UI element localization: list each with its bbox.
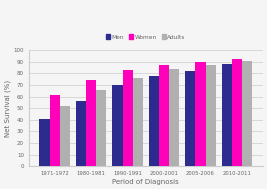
- Bar: [40, 119, 50, 166]
- Legend: Men, Women, Adults: Men, Women, Adults: [104, 32, 188, 42]
- Bar: [242, 60, 252, 166]
- Y-axis label: Net Survival (%): Net Survival (%): [4, 80, 11, 137]
- Bar: [222, 64, 232, 166]
- Bar: [159, 65, 169, 166]
- Bar: [169, 69, 179, 166]
- Bar: [206, 65, 216, 166]
- Bar: [149, 76, 159, 166]
- X-axis label: Period of Diagnosis: Period of Diagnosis: [112, 179, 179, 185]
- Bar: [76, 101, 86, 166]
- Bar: [86, 80, 96, 166]
- Bar: [123, 70, 133, 166]
- Bar: [185, 71, 195, 166]
- Bar: [133, 78, 143, 166]
- Bar: [232, 59, 242, 166]
- Bar: [50, 95, 60, 166]
- Bar: [195, 62, 206, 166]
- Bar: [96, 90, 107, 166]
- Bar: [60, 106, 70, 166]
- Bar: [112, 85, 123, 166]
